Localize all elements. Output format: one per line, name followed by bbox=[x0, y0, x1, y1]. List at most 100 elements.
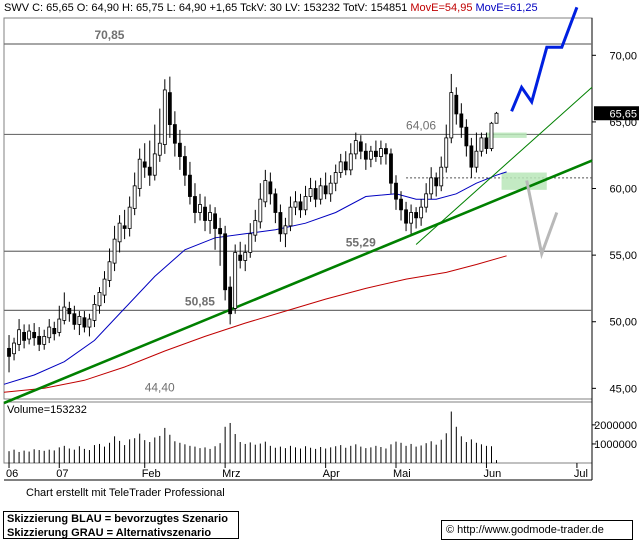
candle-body bbox=[353, 140, 358, 155]
candle bbox=[474, 132, 479, 173]
candle bbox=[258, 183, 263, 229]
volume-tick-label: 1000000 bbox=[594, 439, 637, 451]
candle bbox=[489, 121, 494, 152]
candle bbox=[27, 324, 32, 345]
candle bbox=[469, 137, 474, 178]
candles bbox=[7, 73, 499, 373]
candle bbox=[323, 172, 328, 200]
candle-body bbox=[449, 92, 454, 139]
candle-body bbox=[32, 331, 37, 339]
candle-body bbox=[288, 206, 293, 227]
candle bbox=[127, 196, 132, 237]
candle bbox=[12, 337, 16, 361]
candle bbox=[358, 135, 363, 160]
candle-body bbox=[167, 92, 172, 125]
candle bbox=[218, 217, 223, 266]
candle-body bbox=[7, 347, 11, 357]
candle-body bbox=[77, 316, 82, 325]
candle-body bbox=[233, 252, 238, 309]
candle-body bbox=[464, 126, 469, 147]
candle bbox=[243, 244, 248, 272]
candle-body bbox=[273, 193, 278, 213]
candle-body bbox=[152, 153, 157, 176]
candle bbox=[162, 79, 167, 154]
candle bbox=[97, 287, 102, 314]
candle-body bbox=[157, 142, 162, 156]
candle-body bbox=[213, 213, 217, 229]
candle-body bbox=[188, 174, 192, 197]
candle-body bbox=[373, 150, 378, 157]
candle bbox=[384, 143, 388, 165]
candle bbox=[389, 148, 393, 194]
candle-body bbox=[147, 166, 152, 176]
candle-body bbox=[384, 148, 388, 155]
candle bbox=[238, 241, 243, 269]
candle bbox=[107, 248, 112, 288]
candle-body bbox=[424, 193, 429, 208]
candle bbox=[37, 327, 42, 352]
ma-slow-label: MovE=54,95 bbox=[410, 2, 473, 14]
price-panel-frame bbox=[3, 17, 593, 400]
price-tick-label: 70,00 bbox=[609, 50, 637, 62]
candle bbox=[42, 329, 47, 350]
candle bbox=[454, 87, 459, 125]
level-label: 50,85 bbox=[185, 294, 215, 308]
candle-body bbox=[248, 233, 253, 253]
chart-frame bbox=[3, 17, 593, 481]
candle-body bbox=[112, 238, 117, 264]
candle-body bbox=[17, 329, 21, 345]
candle-body bbox=[338, 161, 343, 173]
candle bbox=[7, 335, 11, 373]
candle-body bbox=[137, 158, 142, 189]
candle bbox=[379, 140, 383, 165]
candle-body bbox=[313, 188, 318, 200]
candle-body bbox=[469, 145, 474, 168]
candle-body bbox=[429, 177, 434, 195]
candle-body bbox=[228, 286, 233, 315]
price-tick-label: 60,00 bbox=[609, 184, 637, 196]
time-tick-label: Feb bbox=[142, 468, 161, 480]
candle bbox=[122, 209, 127, 240]
candle bbox=[368, 145, 373, 168]
candle-body bbox=[489, 122, 494, 149]
time-tick-label: Mai bbox=[393, 468, 411, 480]
candle-body bbox=[268, 181, 273, 195]
candle-body bbox=[414, 212, 419, 219]
last-price-label: 65,65 bbox=[609, 108, 637, 120]
candle bbox=[213, 207, 217, 250]
candle bbox=[183, 145, 187, 186]
candle bbox=[102, 271, 107, 304]
candle bbox=[494, 111, 499, 124]
candle-body bbox=[47, 326, 52, 339]
candle bbox=[82, 311, 87, 333]
candle bbox=[303, 185, 308, 216]
candle-body bbox=[258, 198, 263, 223]
support-zone bbox=[501, 172, 547, 190]
candle-body bbox=[308, 188, 313, 197]
candle-body bbox=[12, 342, 16, 355]
scenario-sketches bbox=[510, 6, 579, 260]
candle bbox=[439, 156, 444, 192]
candle-body bbox=[479, 137, 484, 152]
candle-body bbox=[107, 261, 112, 281]
time-axis: 06 07 Feb Mrz Apr Mai Jun Jul bbox=[6, 463, 588, 480]
time-tick-label: Jul bbox=[574, 468, 588, 480]
candle bbox=[132, 172, 137, 216]
candle bbox=[77, 311, 82, 336]
candle bbox=[47, 319, 52, 344]
candle-body bbox=[253, 220, 258, 236]
support-zone bbox=[486, 132, 527, 138]
source-credit[interactable]: © http://www.godmode-trader.de bbox=[441, 520, 633, 540]
candle bbox=[223, 225, 228, 301]
candle-body bbox=[263, 180, 268, 203]
candle-body bbox=[293, 201, 298, 208]
candle-body bbox=[183, 156, 187, 176]
candle bbox=[233, 244, 238, 314]
candle-body bbox=[22, 331, 27, 341]
candle-body bbox=[409, 212, 413, 224]
candle bbox=[333, 164, 338, 192]
candle-body bbox=[177, 142, 182, 157]
candle-body bbox=[368, 150, 373, 160]
